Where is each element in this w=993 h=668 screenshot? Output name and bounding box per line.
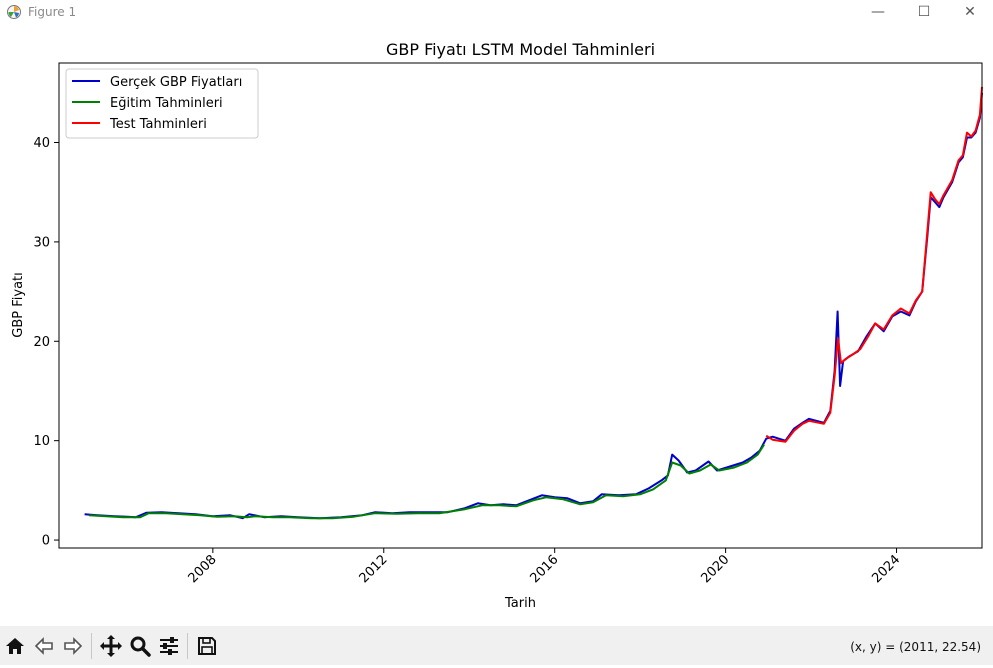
home-icon — [6, 637, 24, 654]
x-tick-label: 2008 — [186, 552, 220, 586]
matplotlib-logo-icon — [7, 5, 21, 19]
legend-label-test: Test Tahminleri — [109, 117, 207, 132]
y-tick-label: 30 — [33, 235, 50, 250]
x-tick-label: 2016 — [528, 552, 562, 586]
x-tick-label: 2020 — [698, 552, 732, 586]
toolbar-separator — [187, 632, 188, 659]
y-tick-label: 20 — [33, 335, 50, 350]
window-titlebar: Figure 1 — ☐ ✕ — [0, 0, 993, 24]
series-line-0 — [84, 92, 983, 520]
plot-frame — [58, 62, 983, 549]
legend-label-train: Eğitim Tahminleri — [110, 96, 223, 111]
arrow-left-icon — [34, 636, 53, 655]
sliders-icon — [160, 636, 178, 655]
y-tick-label: 10 — [33, 434, 50, 449]
x-axis-label: Tarih — [504, 596, 536, 611]
series-line-1 — [88, 444, 765, 520]
legend-label-real: Gerçek GBP Fiyatları — [110, 75, 242, 90]
navigation-toolbar: (x, y) = (2011, 22.54) — [0, 626, 993, 665]
figure-canvas[interactable]: GBP Fiyatı LSTM Model Tahminleri 2008 201… — [0, 24, 993, 626]
move-icon — [100, 634, 122, 657]
toolbar-separator — [91, 632, 92, 659]
chart: GBP Fiyatı LSTM Model Tahminleri 2008 201… — [11, 40, 983, 611]
x-axis: 2008 2012 2016 2020 2024 — [186, 548, 903, 586]
window-title: Figure 1 — [28, 5, 77, 19]
zoom-button[interactable] — [126, 631, 154, 661]
series-line-2 — [765, 86, 983, 443]
y-tick-label: 0 — [42, 534, 50, 549]
close-button[interactable]: ✕ — [964, 4, 976, 20]
forward-button[interactable] — [59, 631, 87, 661]
magnifier-icon — [130, 636, 151, 657]
configure-button[interactable] — [155, 631, 183, 661]
legend-box — [65, 68, 259, 139]
x-tick-label: 2012 — [357, 552, 391, 586]
plot-series — [84, 86, 983, 520]
y-tick-label: 40 — [33, 136, 50, 151]
back-button[interactable] — [30, 631, 58, 661]
maximize-button[interactable]: ☐ — [917, 4, 931, 20]
home-button[interactable] — [1, 631, 29, 661]
cursor-coordinates: (x, y) = (2011, 22.54) — [850, 640, 981, 654]
legend: Gerçek GBP Fiyatları Eğitim Tahminleri T… — [65, 68, 259, 139]
pan-button[interactable] — [97, 631, 125, 661]
window-controls: — ☐ ✕ — [855, 0, 993, 24]
y-axis: 0 10 20 30 40 — [33, 136, 59, 549]
arrow-right-icon — [64, 636, 83, 655]
chart-title: GBP Fiyatı LSTM Model Tahminleri — [386, 40, 655, 59]
minimize-button[interactable]: — — [871, 4, 885, 20]
save-button[interactable] — [193, 631, 221, 661]
y-axis-label: GBP Fiyatı — [11, 272, 26, 337]
save-icon — [198, 636, 216, 655]
x-tick-label: 2024 — [869, 552, 903, 586]
